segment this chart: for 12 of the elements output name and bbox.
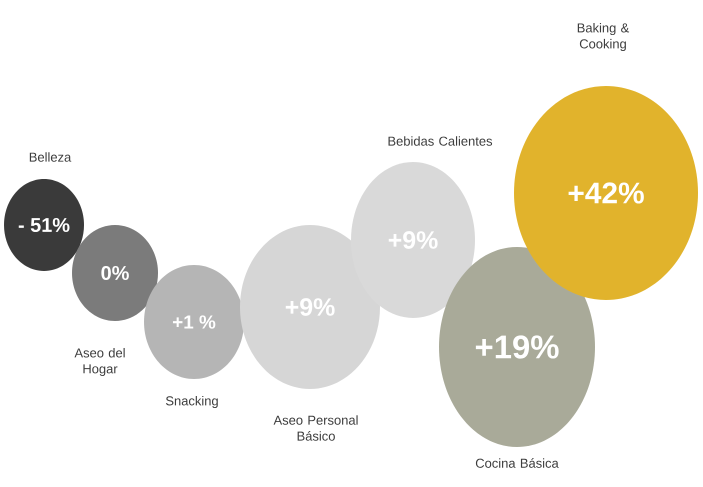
category-label: Baking & Cooking — [578, 22, 630, 51]
category-label: Snacking — [166, 396, 218, 408]
data-label: - 51% — [18, 218, 70, 232]
category-label: Cocina Básica — [476, 458, 559, 468]
category-label: Bebidas Calientes — [388, 136, 492, 146]
data-label: +1 % — [172, 315, 216, 329]
data-label: +42% — [568, 182, 644, 204]
category-label: Aseo del Hogar — [74, 348, 125, 376]
category-label: Aseo Personal Básico — [274, 415, 358, 441]
data-label: +19% — [476, 335, 559, 359]
data-label: 0% — [101, 266, 129, 280]
category-label: Belleza — [30, 152, 72, 162]
